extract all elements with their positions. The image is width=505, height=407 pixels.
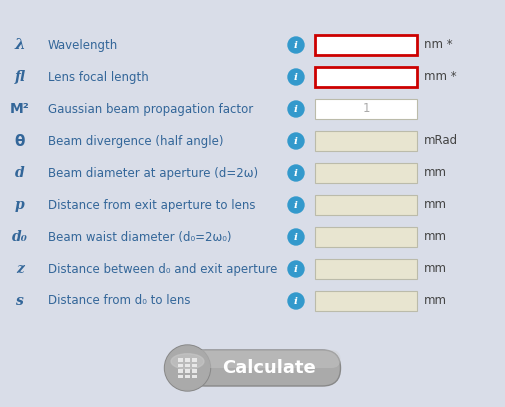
- Text: Lens focal length: Lens focal length: [48, 70, 148, 83]
- Text: Beam diameter at aperture (d=2ω): Beam diameter at aperture (d=2ω): [48, 166, 258, 179]
- Text: Beam waist diameter (d₀=2ω₀): Beam waist diameter (d₀=2ω₀): [48, 230, 231, 243]
- Text: d: d: [15, 166, 25, 180]
- Bar: [191, 374, 196, 378]
- Text: nm *: nm *: [423, 39, 452, 52]
- Text: mm *: mm *: [423, 70, 456, 83]
- Bar: [191, 369, 196, 372]
- Text: mm: mm: [423, 199, 446, 212]
- Circle shape: [287, 197, 304, 213]
- FancyBboxPatch shape: [315, 163, 416, 183]
- Ellipse shape: [171, 354, 204, 369]
- Circle shape: [287, 229, 304, 245]
- FancyBboxPatch shape: [187, 350, 340, 386]
- Text: i: i: [293, 201, 297, 210]
- Bar: [178, 363, 183, 367]
- Text: Wavelength: Wavelength: [48, 39, 118, 52]
- Text: mm: mm: [423, 295, 446, 308]
- Text: d₀: d₀: [12, 230, 28, 244]
- Bar: [191, 358, 196, 361]
- Text: mm: mm: [423, 263, 446, 276]
- FancyBboxPatch shape: [315, 99, 416, 119]
- Circle shape: [287, 165, 304, 181]
- Text: M²: M²: [10, 102, 30, 116]
- Bar: [185, 374, 189, 378]
- Bar: [185, 369, 189, 372]
- Circle shape: [165, 346, 209, 390]
- Circle shape: [287, 261, 304, 277]
- FancyBboxPatch shape: [315, 35, 416, 55]
- Text: i: i: [293, 233, 297, 242]
- Text: Beam divergence (half angle): Beam divergence (half angle): [48, 134, 223, 147]
- Text: p: p: [15, 198, 25, 212]
- Circle shape: [287, 37, 304, 53]
- Text: Distance from exit aperture to lens: Distance from exit aperture to lens: [48, 199, 255, 212]
- Text: z: z: [16, 262, 24, 276]
- Circle shape: [164, 345, 210, 391]
- Text: 1: 1: [362, 103, 369, 116]
- FancyBboxPatch shape: [315, 195, 416, 215]
- Circle shape: [287, 101, 304, 117]
- FancyBboxPatch shape: [187, 350, 340, 368]
- Text: i: i: [293, 169, 297, 178]
- Bar: [178, 369, 183, 372]
- Text: s: s: [16, 294, 24, 308]
- Text: mm: mm: [423, 166, 446, 179]
- Text: mm: mm: [423, 230, 446, 243]
- Circle shape: [287, 69, 304, 85]
- Circle shape: [287, 293, 304, 309]
- Text: i: i: [293, 41, 297, 50]
- Text: i: i: [293, 137, 297, 146]
- FancyBboxPatch shape: [315, 291, 416, 311]
- Text: i: i: [293, 297, 297, 306]
- Text: θ: θ: [15, 133, 25, 149]
- Bar: [178, 374, 183, 378]
- Text: Gaussian beam propagation factor: Gaussian beam propagation factor: [48, 103, 252, 116]
- Text: Distance from d₀ to lens: Distance from d₀ to lens: [48, 295, 190, 308]
- Bar: [185, 358, 189, 361]
- Circle shape: [287, 133, 304, 149]
- Text: i: i: [293, 105, 297, 114]
- Text: λ: λ: [15, 38, 25, 52]
- Text: mRad: mRad: [423, 134, 457, 147]
- FancyBboxPatch shape: [315, 131, 416, 151]
- Bar: [185, 363, 189, 367]
- Text: i: i: [293, 265, 297, 274]
- Bar: [191, 363, 196, 367]
- Text: Calculate: Calculate: [222, 359, 315, 377]
- FancyBboxPatch shape: [315, 259, 416, 279]
- Text: i: i: [293, 73, 297, 82]
- FancyBboxPatch shape: [315, 67, 416, 87]
- Text: Distance between d₀ and exit aperture: Distance between d₀ and exit aperture: [48, 263, 277, 276]
- FancyBboxPatch shape: [315, 227, 416, 247]
- Bar: [178, 358, 183, 361]
- Text: fl: fl: [14, 70, 26, 84]
